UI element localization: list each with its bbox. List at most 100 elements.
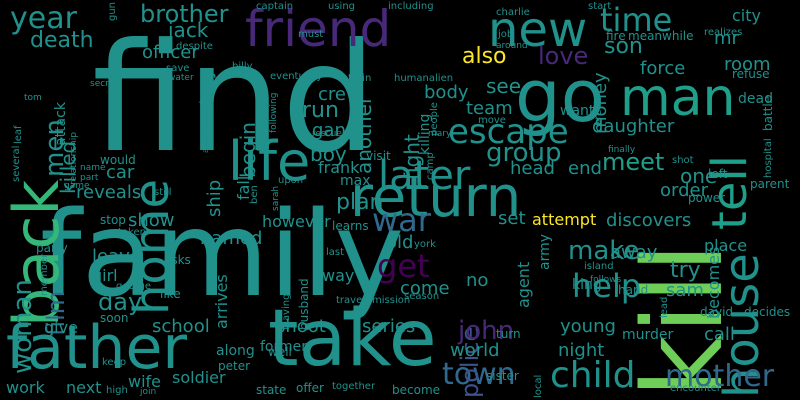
word-run: run	[302, 98, 339, 123]
word-taken: taken	[118, 227, 146, 238]
word-ben: ben	[249, 185, 260, 204]
word-world: world	[450, 340, 500, 361]
word-apartment: apartment	[201, 110, 210, 153]
word-night: night	[558, 340, 605, 361]
word-go: go	[515, 54, 605, 138]
word-realizes: realizes	[704, 27, 743, 38]
word-mother: mother	[665, 359, 775, 394]
word-together: together	[332, 381, 376, 392]
word-new: new	[488, 2, 588, 58]
word-keep: keep	[102, 357, 127, 368]
word-asks: asks	[164, 253, 191, 267]
word-still: still	[154, 187, 172, 198]
word-name: name	[80, 163, 106, 173]
word-murder: murder	[622, 327, 674, 343]
word-father: father	[6, 313, 188, 383]
word-series: series	[362, 316, 416, 337]
word-head: head	[510, 158, 555, 179]
word-make: make	[568, 236, 640, 266]
word-set: set	[498, 208, 526, 229]
word-find: find	[92, 12, 377, 186]
word-sister: sister	[486, 369, 519, 383]
word-decides: decides	[744, 305, 791, 319]
word-state: state	[256, 383, 287, 397]
word-force: force	[640, 58, 686, 79]
word-george: george	[116, 281, 152, 292]
word-shot: shot	[672, 155, 694, 166]
word-story: story	[196, 68, 217, 114]
word-secret: secret	[90, 79, 118, 89]
word-around: around	[496, 41, 528, 51]
word-town: town	[442, 357, 516, 392]
word-encounter: encounter	[670, 383, 721, 394]
word-island: island	[584, 261, 614, 272]
word-break: break	[593, 97, 604, 126]
word-rescue: rescue	[312, 129, 342, 139]
word-captain: captain	[256, 1, 294, 12]
word-hospital: hospital	[763, 138, 774, 178]
word-local: local	[533, 374, 544, 398]
word-travel: travel	[336, 295, 366, 306]
word-girl: girl	[92, 266, 118, 285]
word-upon: upon	[278, 175, 304, 186]
word-train: train	[348, 73, 372, 84]
word-woman: woman	[8, 279, 38, 374]
word-learns: learns	[332, 219, 369, 233]
word-frank: frank	[318, 158, 360, 177]
word-give: give	[44, 318, 78, 337]
word-husband: husband	[297, 278, 311, 330]
word-sam: sam	[666, 280, 704, 301]
word-despite: despite	[176, 41, 213, 52]
word-mary: mary	[428, 129, 452, 139]
word-agent: agent	[514, 261, 533, 308]
word-power: power	[688, 191, 726, 205]
word-way: way	[322, 266, 355, 285]
word-along: along	[216, 343, 255, 359]
word-york: york	[414, 239, 436, 250]
word-season: season	[404, 291, 440, 302]
word-see: see	[486, 74, 522, 98]
word-leaf: leaf	[13, 125, 24, 144]
word-battle: battle	[761, 95, 775, 131]
word-relationship: relationship	[69, 132, 79, 185]
word-no: no	[466, 270, 489, 291]
word-brother: brother	[140, 0, 229, 28]
word-show: show	[128, 210, 175, 231]
word-finally: finally	[608, 145, 636, 155]
word-take: take	[268, 294, 437, 384]
word-king: king	[572, 277, 602, 293]
word-arrives: arrives	[212, 274, 231, 329]
word-offer: offer	[296, 381, 324, 395]
word-escape: escape	[448, 112, 569, 152]
word-day: day	[98, 288, 143, 316]
word-following: following	[269, 92, 279, 133]
word-well: well	[268, 345, 292, 359]
word-meanwhile: meanwhile	[628, 29, 694, 43]
word-jack: jack	[168, 18, 209, 42]
word-turn: turn	[496, 327, 521, 341]
word-away: away	[610, 242, 658, 263]
word-billy: billy	[232, 61, 253, 72]
word-order: order	[660, 180, 708, 201]
word-meet: meet	[602, 148, 665, 176]
word-dead: dead	[738, 91, 773, 107]
word-camp: camp	[425, 152, 436, 180]
word-stop: stop	[100, 213, 126, 227]
word-party: party	[36, 241, 68, 255]
word-job: job	[498, 29, 514, 40]
word-work: work	[6, 378, 45, 397]
word-attempt: attempt	[532, 210, 597, 229]
word-including: including	[388, 1, 434, 12]
word-using: using	[328, 1, 356, 12]
word-last: last	[326, 247, 345, 258]
word-child: child	[550, 355, 636, 396]
word-wife: wife	[128, 372, 162, 391]
word-david: david	[700, 305, 734, 319]
word-left: left	[708, 167, 728, 181]
word-member: member	[39, 253, 50, 296]
word-old: old	[386, 232, 414, 253]
word-would: would	[100, 153, 136, 167]
word-people: people	[429, 102, 440, 136]
word-move: move	[478, 115, 506, 126]
